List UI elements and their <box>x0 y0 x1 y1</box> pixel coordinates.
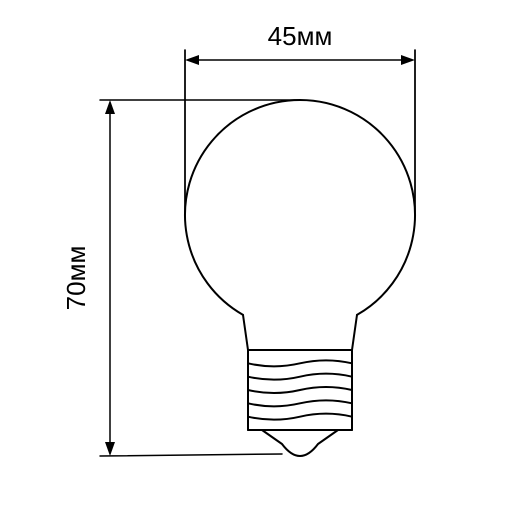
width-dimension-label: 45мм <box>268 21 333 51</box>
height-dimension-label: 70мм <box>61 246 91 311</box>
